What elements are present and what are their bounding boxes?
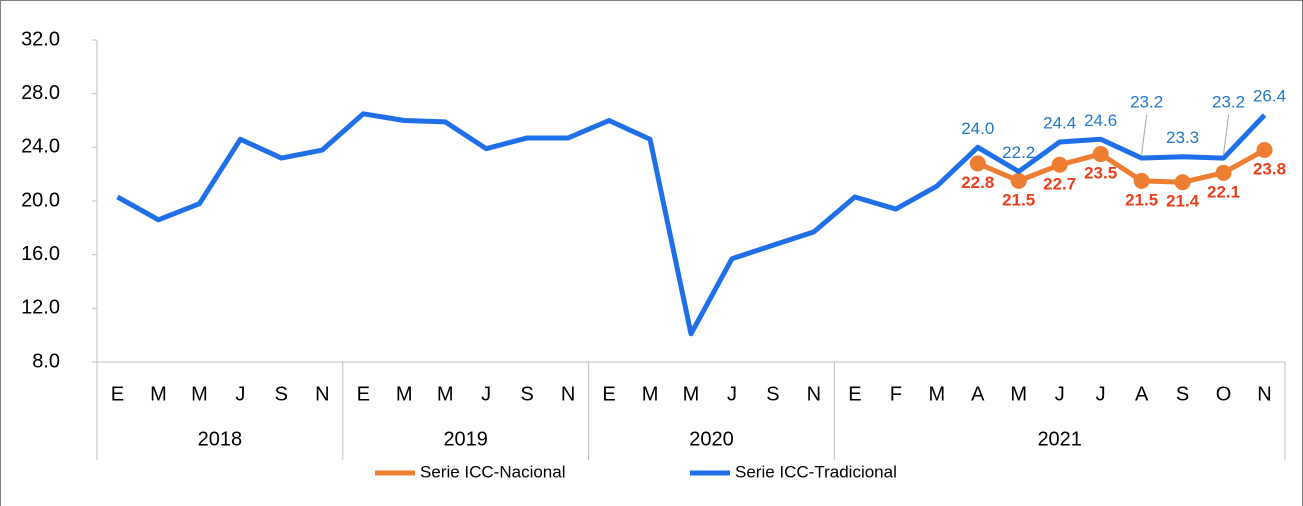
x-tick-label: A xyxy=(971,383,985,405)
x-tick-label: J xyxy=(235,383,245,405)
x-tick-label: N xyxy=(1257,383,1271,405)
x-tick-label: E xyxy=(111,383,124,405)
x-tick-label: M xyxy=(150,383,167,405)
marker xyxy=(1174,174,1191,191)
data-label: 22.1 xyxy=(1207,182,1240,201)
x-tick-label: S xyxy=(275,383,288,405)
data-label: 24.6 xyxy=(1084,111,1117,130)
y-tick-label: 28.0 xyxy=(21,82,60,104)
x-tick-label: S xyxy=(1176,383,1189,405)
x-tick-label: M xyxy=(396,383,413,405)
x-tick-label: J xyxy=(1055,383,1065,405)
data-label: 23.5 xyxy=(1084,164,1117,183)
data-label: 22.8 xyxy=(961,173,994,192)
x-group-label: 2019 xyxy=(443,428,488,450)
x-tick-label: F xyxy=(890,383,902,405)
y-tick-label: 16.0 xyxy=(21,243,60,265)
data-label: 23.2 xyxy=(1130,93,1163,112)
x-tick-label: A xyxy=(1135,383,1149,405)
data-label: 26.4 xyxy=(1253,87,1286,106)
x-group-label: 2020 xyxy=(689,428,734,450)
x-tick-label: E xyxy=(602,383,615,405)
marker xyxy=(1133,172,1150,189)
marker xyxy=(1092,146,1109,163)
x-group-label: 2018 xyxy=(198,428,243,450)
x-tick-label: M xyxy=(683,383,700,405)
data-label: 22.2 xyxy=(1002,143,1035,162)
x-tick-label: N xyxy=(807,383,821,405)
data-label: 23.8 xyxy=(1253,160,1286,179)
x-tick-label: M xyxy=(191,383,208,405)
leader-line xyxy=(1141,115,1148,155)
marker xyxy=(1010,172,1027,189)
x-tick-label: E xyxy=(357,383,370,405)
leader-line xyxy=(1223,115,1230,155)
x-tick-label: N xyxy=(561,383,575,405)
marker xyxy=(969,155,986,172)
data-label: 21.4 xyxy=(1166,192,1200,211)
x-tick-label: M xyxy=(928,383,945,405)
data-label: 22.7 xyxy=(1043,174,1076,193)
data-label: 21.5 xyxy=(1125,190,1158,209)
data-label: 23.3 xyxy=(1166,128,1199,147)
y-tick-label: 20.0 xyxy=(21,189,60,211)
x-tick-label: M xyxy=(437,383,454,405)
series-line xyxy=(116,111,1267,337)
x-tick-label: J xyxy=(481,383,491,405)
y-tick-label: 32.0 xyxy=(21,28,60,50)
y-tick-label: 24.0 xyxy=(21,136,60,158)
legend-label: Serie ICC-Nacional xyxy=(420,462,566,481)
x-tick-label: J xyxy=(727,383,737,405)
x-tick-label: J xyxy=(1096,383,1106,405)
data-label: 23.2 xyxy=(1212,93,1245,112)
x-tick-label: S xyxy=(520,383,533,405)
marker xyxy=(1215,164,1232,181)
x-tick-label: M xyxy=(642,383,659,405)
data-label: 21.5 xyxy=(1002,190,1035,209)
x-tick-label: O xyxy=(1216,383,1232,405)
x-tick-label: E xyxy=(848,383,861,405)
x-tick-label: S xyxy=(766,383,779,405)
y-tick-label: 12.0 xyxy=(21,297,60,319)
x-tick-label: M xyxy=(1010,383,1027,405)
marker xyxy=(1051,156,1068,173)
x-group-label: 2021 xyxy=(1037,428,1082,450)
y-tick-label: 8.0 xyxy=(32,350,60,372)
data-label: 24.0 xyxy=(961,119,994,138)
data-label: 24.4 xyxy=(1043,113,1076,132)
marker xyxy=(1256,142,1273,159)
x-tick-label: N xyxy=(315,383,329,405)
legend-label: Serie ICC-Tradicional xyxy=(735,462,897,481)
